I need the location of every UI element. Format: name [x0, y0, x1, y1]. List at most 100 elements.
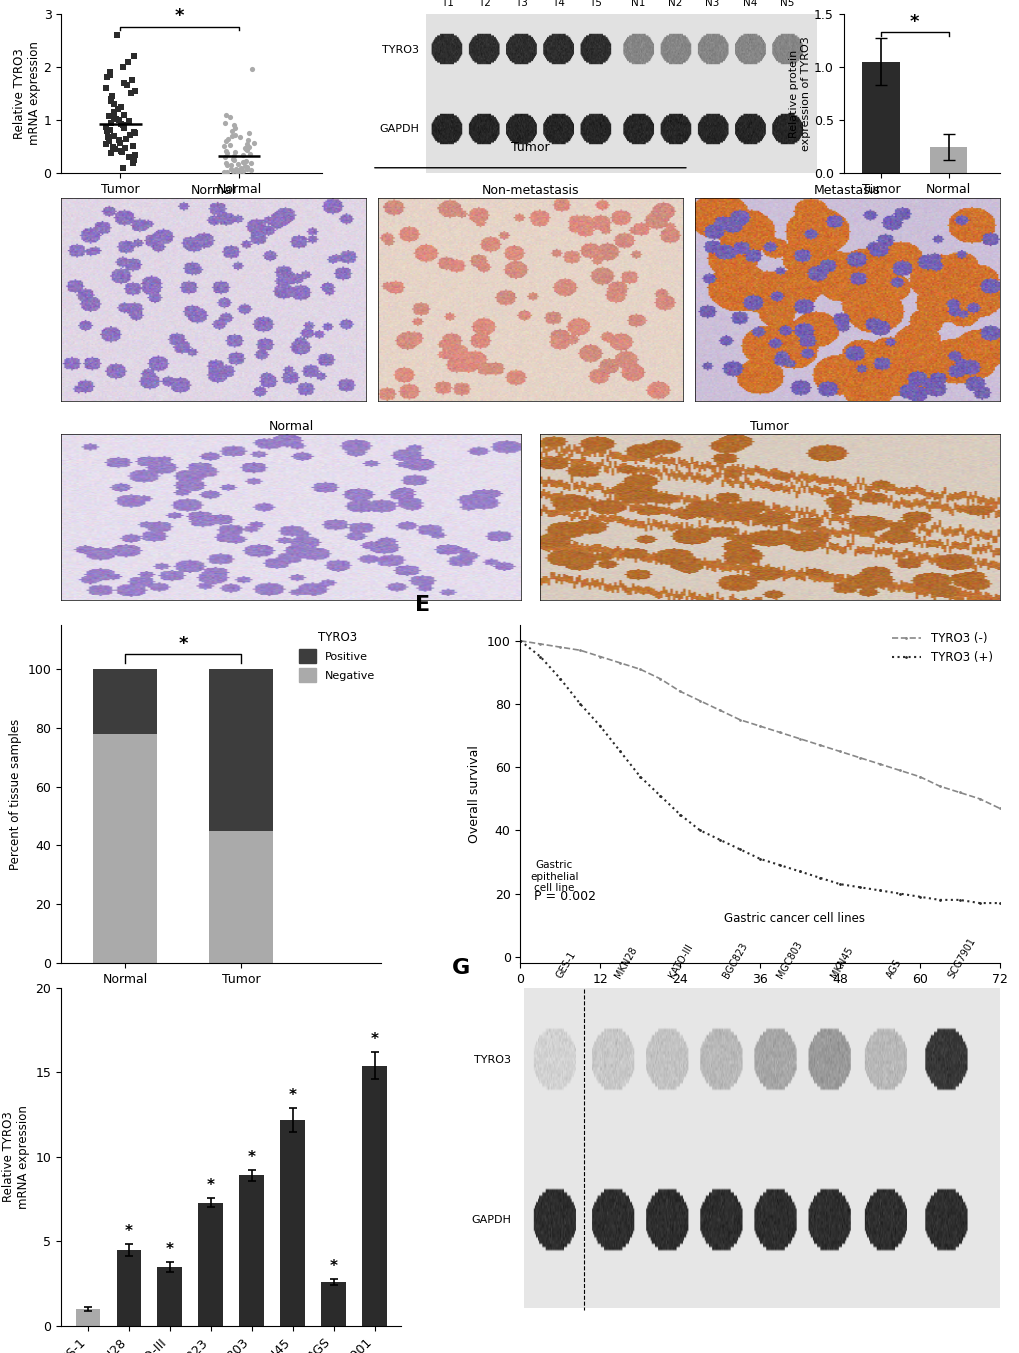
- Point: [226, 124, 243, 146]
- Text: TYRO3: TYRO3: [474, 1055, 511, 1065]
- TYRO3 (-): [613, 655, 626, 671]
- Point: [119, 50, 136, 72]
- Point: [240, 135, 257, 157]
- Text: GES-1: GES-1: [554, 950, 577, 980]
- Text: *: *: [175, 7, 184, 26]
- Point: [218, 161, 234, 183]
- TYRO3 (-): [734, 712, 746, 728]
- Point: [108, 108, 124, 130]
- TYRO3 (-): [913, 769, 925, 785]
- Point: [123, 69, 140, 91]
- Text: N4: N4: [742, 0, 756, 8]
- Point: [113, 114, 129, 135]
- Point: [234, 152, 251, 173]
- Point: [124, 135, 141, 157]
- Bar: [93, 670, 157, 733]
- Text: *: *: [248, 1150, 256, 1165]
- Point: [115, 104, 131, 126]
- Point: [234, 161, 251, 183]
- Title: Non-metastasis: Non-metastasis: [481, 184, 579, 198]
- TYRO3 (-): [853, 750, 865, 766]
- Point: [238, 139, 255, 161]
- X-axis label: Time after surgery (months): Time after surgery (months): [672, 992, 848, 1004]
- Bar: [209, 831, 273, 963]
- Point: [126, 143, 143, 165]
- TYRO3 (+): [972, 894, 984, 911]
- Point: [219, 129, 235, 150]
- Bar: [362, 1066, 386, 1326]
- TYRO3 (+): [553, 671, 566, 687]
- Point: [217, 141, 233, 162]
- Point: [101, 106, 117, 127]
- Text: T2: T2: [477, 0, 490, 8]
- Point: [231, 160, 248, 181]
- TYRO3 (-): [553, 639, 566, 655]
- Point: [238, 133, 255, 154]
- TYRO3 (+): [594, 718, 606, 735]
- TYRO3 (-): [594, 648, 606, 664]
- Line: TYRO3 (+): TYRO3 (+): [519, 640, 1000, 904]
- Point: [98, 77, 114, 99]
- Point: [217, 146, 233, 168]
- Point: [217, 112, 233, 134]
- TYRO3 (+): [873, 882, 886, 898]
- TYRO3 (+): [674, 806, 686, 823]
- TYRO3 (-): [893, 762, 905, 778]
- Point: [232, 126, 249, 147]
- Point: [237, 156, 254, 177]
- Text: *: *: [370, 1032, 378, 1047]
- Point: [232, 157, 249, 179]
- Point: [126, 46, 143, 68]
- TYRO3 (+): [653, 787, 665, 804]
- Text: TYRO3: TYRO3: [382, 45, 419, 54]
- Point: [102, 88, 118, 110]
- Point: [230, 160, 247, 181]
- Point: [240, 123, 257, 145]
- Text: KATO-III: KATO-III: [666, 942, 694, 980]
- Point: [225, 146, 242, 168]
- Bar: [239, 1176, 264, 1326]
- TYRO3 (+): [713, 832, 726, 848]
- Point: [125, 149, 142, 170]
- Point: [112, 131, 128, 153]
- TYRO3 (+): [734, 842, 746, 858]
- TYRO3 (+): [993, 894, 1005, 911]
- Point: [113, 141, 129, 162]
- TYRO3 (-): [773, 724, 786, 740]
- Point: [102, 64, 118, 85]
- Point: [216, 162, 232, 184]
- Point: [219, 154, 235, 176]
- Point: [106, 101, 122, 123]
- Point: [237, 138, 254, 160]
- Line: TYRO3 (-): TYRO3 (-): [519, 640, 1000, 809]
- Text: T1: T1: [440, 0, 453, 8]
- Point: [115, 115, 131, 137]
- Point: [227, 118, 244, 139]
- Point: [239, 130, 256, 152]
- Text: Gastric
epithelial
cell line: Gastric epithelial cell line: [530, 861, 578, 893]
- Title: Normal: Normal: [268, 419, 314, 433]
- Text: N2: N2: [667, 0, 682, 8]
- TYRO3 (+): [813, 870, 825, 886]
- Point: [99, 120, 115, 142]
- Point: [238, 158, 255, 180]
- Point: [108, 24, 124, 46]
- Point: [113, 141, 129, 162]
- Text: T3: T3: [515, 0, 527, 8]
- Bar: [157, 1266, 181, 1326]
- TYRO3 (-): [713, 702, 726, 718]
- Point: [126, 123, 143, 145]
- TYRO3 (+): [953, 892, 965, 908]
- Point: [218, 104, 234, 126]
- Text: G: G: [451, 958, 470, 978]
- TYRO3 (+): [932, 892, 945, 908]
- TYRO3 (+): [613, 743, 626, 759]
- Point: [103, 91, 119, 112]
- Point: [217, 152, 233, 173]
- Point: [113, 96, 129, 118]
- Point: [98, 134, 114, 156]
- Point: [215, 135, 231, 157]
- TYRO3 (-): [972, 790, 984, 806]
- Text: *: *: [207, 1178, 215, 1193]
- TYRO3 (+): [893, 885, 905, 901]
